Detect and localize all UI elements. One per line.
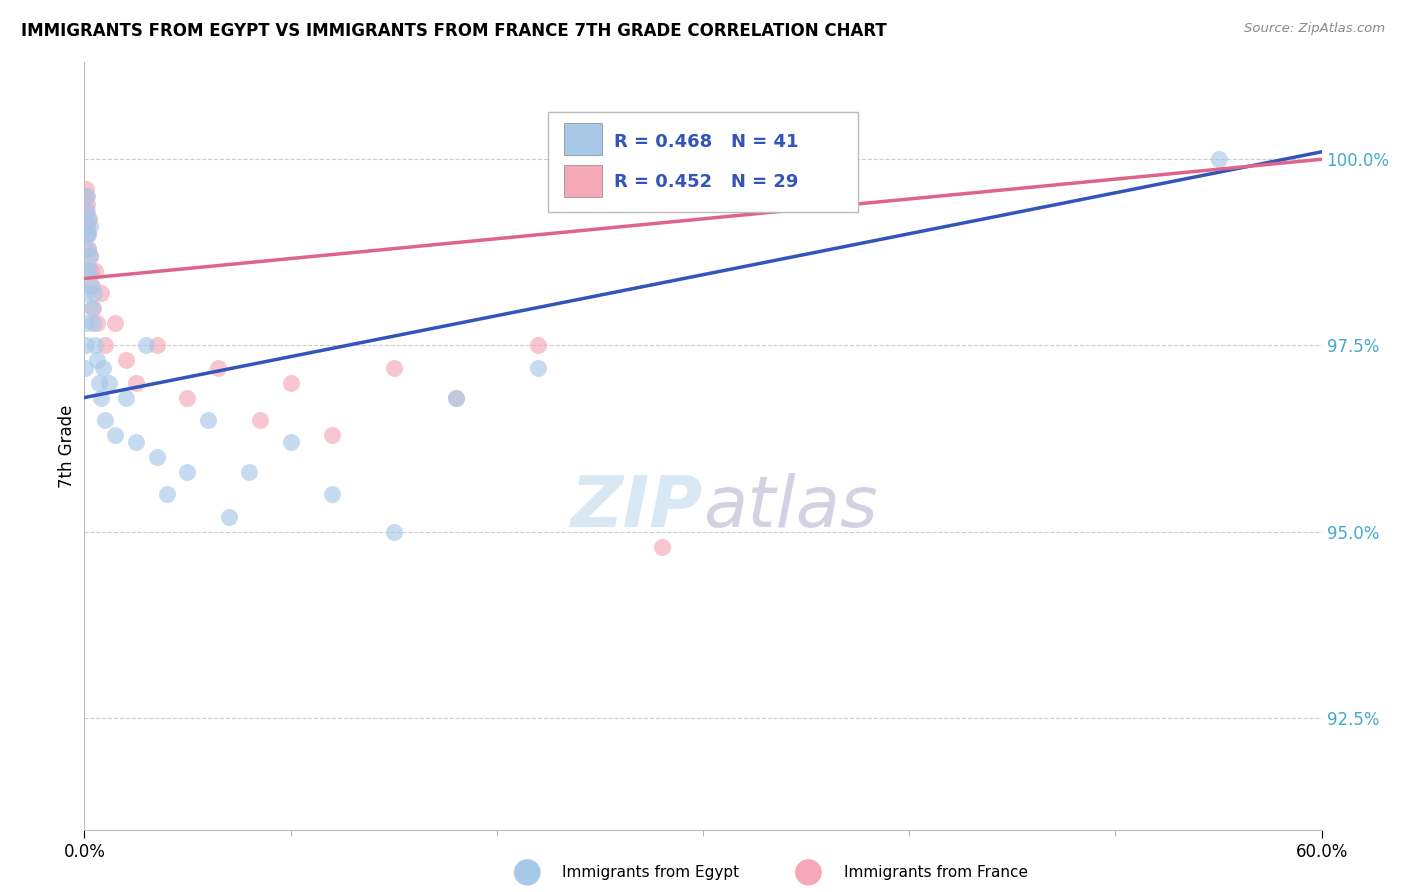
Point [83, 264, 105, 278]
Point [125, 435, 148, 450]
Point [382, 360, 405, 375]
Point [98, 376, 121, 390]
FancyBboxPatch shape [548, 112, 858, 212]
Point [90, 286, 112, 301]
Point [94, 338, 117, 352]
Point [77, 227, 100, 241]
Point [527, 360, 550, 375]
Point [114, 353, 136, 368]
Point [238, 465, 260, 479]
Point [76, 189, 98, 203]
Point [104, 427, 127, 442]
Point [176, 391, 198, 405]
Point [75, 360, 97, 375]
Point [83, 286, 105, 301]
Point [82, 301, 104, 316]
Point [79, 249, 101, 263]
Text: atlas: atlas [703, 473, 877, 541]
Point [86, 353, 108, 368]
Point [280, 435, 302, 450]
FancyBboxPatch shape [564, 122, 602, 155]
Text: R = 0.452   N = 29: R = 0.452 N = 29 [614, 173, 799, 192]
Point [77, 242, 100, 256]
Point [75, 338, 97, 352]
Point [321, 427, 343, 442]
Point [145, 338, 167, 352]
Point [79, 264, 101, 278]
Point [527, 338, 550, 352]
Point [77, 264, 100, 278]
Point [80, 301, 103, 316]
Point [135, 338, 157, 352]
Point [125, 376, 148, 390]
Point [76, 219, 98, 234]
Point [75, 316, 97, 330]
Point [651, 540, 673, 554]
Text: ZIP: ZIP [571, 473, 703, 541]
Point [218, 509, 240, 524]
Point [90, 391, 112, 405]
Point [75, 286, 97, 301]
Point [207, 360, 229, 375]
Point [79, 219, 101, 234]
Point [104, 316, 127, 330]
FancyBboxPatch shape [564, 165, 602, 197]
Point [76, 227, 98, 241]
Point [79, 278, 101, 293]
Point [75, 182, 97, 196]
Point [76, 204, 98, 219]
Point [444, 391, 467, 405]
Point [76, 264, 98, 278]
Point [280, 376, 302, 390]
Point [91, 360, 114, 375]
Point [75, 204, 97, 219]
Point [76, 211, 98, 226]
Point [156, 487, 179, 501]
Point [87, 376, 110, 390]
Point [382, 524, 405, 539]
Point [176, 465, 198, 479]
Point [83, 338, 105, 352]
Point [114, 391, 136, 405]
Text: IMMIGRANTS FROM EGYPT VS IMMIGRANTS FROM FRANCE 7TH GRADE CORRELATION CHART: IMMIGRANTS FROM EGYPT VS IMMIGRANTS FROM… [21, 22, 887, 40]
Point [79, 249, 101, 263]
Point [197, 413, 219, 427]
Point [145, 450, 167, 465]
Text: Immigrants from France: Immigrants from France [844, 865, 1028, 880]
Point [1208, 153, 1230, 167]
Text: Source: ZipAtlas.com: Source: ZipAtlas.com [1244, 22, 1385, 36]
Point [76, 227, 98, 241]
Point [94, 413, 117, 427]
Point [75, 189, 97, 203]
Text: R = 0.468   N = 41: R = 0.468 N = 41 [614, 133, 799, 151]
Point [80, 278, 103, 293]
Point [77, 211, 100, 226]
Point [444, 391, 467, 405]
Point [321, 487, 343, 501]
Point [249, 413, 271, 427]
Text: Immigrants from Egypt: Immigrants from Egypt [562, 865, 740, 880]
Y-axis label: 7th Grade: 7th Grade [58, 404, 76, 488]
Point [82, 316, 104, 330]
Point [86, 316, 108, 330]
Point [76, 197, 98, 211]
Point [77, 242, 100, 256]
